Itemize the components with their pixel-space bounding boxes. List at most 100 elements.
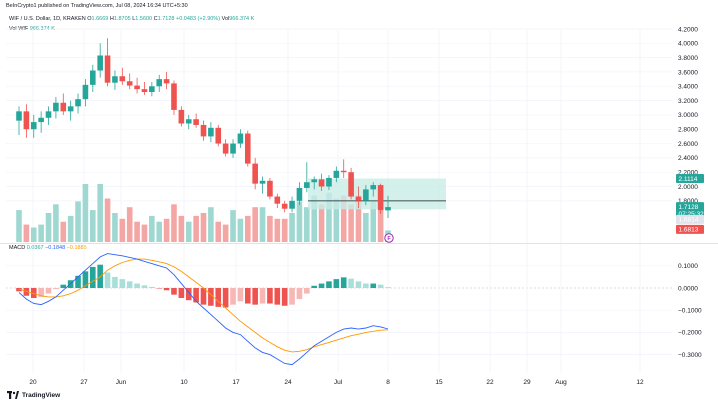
macd-line-value: −0.1848 <box>45 245 66 251</box>
candle <box>53 97 59 119</box>
time-tick-label: 8 <box>386 379 390 386</box>
macd-hist-bar <box>90 266 96 288</box>
symbol-name[interactable]: WIF / U.S. Dollar, 1D, KRAKEN <box>9 16 86 22</box>
candle-body <box>289 200 295 209</box>
candle <box>30 114 37 138</box>
price-tick-label: 2.4000 <box>678 155 698 162</box>
macd-legend[interactable]: MACD 0.0367 −0.1848 −0.1885 <box>9 245 87 251</box>
candle-body <box>97 55 103 71</box>
volume-bar <box>119 218 126 242</box>
candle-body <box>200 124 207 137</box>
vol-inline-label: Vol <box>221 16 230 22</box>
grid-lines <box>6 28 672 372</box>
candle <box>370 182 377 197</box>
macd-hist-bar <box>259 288 266 304</box>
candle <box>67 100 74 121</box>
candle-body <box>281 203 288 209</box>
candle <box>156 74 163 93</box>
publisher-header: BeInCrypto1 published on TradingView.com… <box>6 3 188 9</box>
candle <box>193 113 199 128</box>
macd-hist-bar <box>377 284 384 288</box>
time-tick-label: 10 <box>180 379 188 386</box>
volume-bar <box>340 195 347 242</box>
candle <box>230 139 236 158</box>
volume-bar <box>222 224 229 242</box>
volume-bar <box>171 204 177 242</box>
candle <box>60 93 67 115</box>
candle <box>363 185 369 206</box>
candle <box>340 159 347 178</box>
macd-line <box>18 253 389 366</box>
countdown-tag: 07:25:32 <box>679 211 705 218</box>
candle <box>274 193 281 208</box>
macd-hist-bar <box>252 288 258 305</box>
candle <box>97 43 103 78</box>
macd-hist-bar <box>149 286 155 288</box>
volume-bar <box>208 207 214 242</box>
candle <box>385 195 391 219</box>
candle-body <box>134 85 140 90</box>
volume-bar <box>141 224 148 242</box>
volume-bar <box>377 210 384 242</box>
macd-hist-bar <box>60 284 67 288</box>
time-axis[interactable]: 20 27 Jun 10 17 24 Jul 8 15 22 29 Aug 12 <box>29 379 644 386</box>
low-price-tag-bg <box>676 224 704 234</box>
volume-bar <box>289 213 295 242</box>
macd-hist-bar <box>200 288 207 305</box>
candle-body <box>311 179 317 183</box>
macd-hist-bar <box>38 288 44 297</box>
macd-hist-bar <box>215 288 222 307</box>
macd-hist-bar <box>326 281 332 288</box>
volume-bar <box>126 207 133 242</box>
candle <box>75 93 81 114</box>
candle <box>215 124 222 147</box>
candle-body <box>355 196 362 201</box>
macd-hist-bar <box>296 288 303 300</box>
candle <box>45 106 52 125</box>
box-bottom-price-tag-bg <box>676 214 704 224</box>
macd-axis[interactable]: 0.1000 0.0000 −0.1000 −0.2000 −0.3000 <box>678 263 702 359</box>
volume-bar <box>326 192 332 242</box>
candle <box>281 200 288 213</box>
time-tick-label: 27 <box>80 379 88 386</box>
time-tick-label: Aug <box>555 379 567 386</box>
macd-hist-bar <box>156 288 163 289</box>
symbol-legend[interactable]: WIF / U.S. Dollar, 1D, KRAKEN O1.6669 H1… <box>9 16 254 22</box>
macd-hist-bar <box>311 285 317 288</box>
time-tick-label: 24 <box>284 379 292 386</box>
macd-hist-bar <box>208 288 214 306</box>
candle <box>377 183 384 214</box>
candle-body <box>318 179 325 187</box>
volume-bar <box>82 184 89 242</box>
candle <box>178 106 185 127</box>
macd-pane <box>16 253 391 366</box>
close-value: 1.7128 <box>157 16 175 22</box>
candle <box>163 71 170 90</box>
volume-bar <box>38 224 44 242</box>
candle <box>296 182 303 206</box>
candle <box>134 77 140 94</box>
candle-body <box>222 143 229 154</box>
footer-brand[interactable]: TradingView <box>7 391 60 399</box>
volume-bar <box>23 224 30 242</box>
candle-body <box>333 170 340 178</box>
price-tick-label: 4.0000 <box>678 41 698 48</box>
volume-bar <box>75 201 81 242</box>
macd-hist-bar <box>237 288 244 302</box>
macd-hist-bar <box>134 283 140 288</box>
price-tick-label: 2.8000 <box>678 127 698 134</box>
candle-body <box>296 187 303 201</box>
macd-tick-label: −0.3000 <box>678 352 702 359</box>
volume-bar <box>45 213 52 242</box>
volume-bars <box>16 184 391 242</box>
price-tick-label: 2.6000 <box>678 141 698 148</box>
time-tick-label: 17 <box>232 379 240 386</box>
candle <box>259 176 266 194</box>
crypto-event-icon[interactable]: F <box>384 233 394 243</box>
macd-hist-bar <box>340 277 347 288</box>
candle <box>82 79 89 107</box>
box-bottom-price-tag: 1.6814 <box>679 217 699 224</box>
price-axis[interactable]: 4.2000 4.0000 3.8000 3.6000 3.4000 3.2000 3.00… <box>678 26 698 205</box>
price-tick-label: 3.6000 <box>678 69 698 76</box>
